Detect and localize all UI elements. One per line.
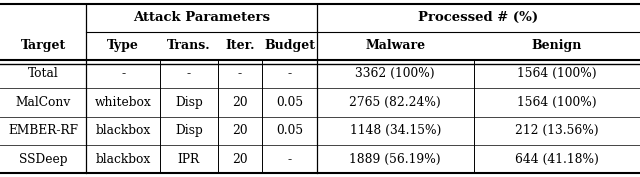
Text: 0.05: 0.05 bbox=[276, 124, 303, 137]
Text: whitebox: whitebox bbox=[95, 96, 152, 109]
Text: SSDeep: SSDeep bbox=[19, 153, 67, 166]
Text: 644 (41.18%): 644 (41.18%) bbox=[515, 153, 599, 166]
Text: 20: 20 bbox=[232, 124, 248, 137]
Text: Attack Parameters: Attack Parameters bbox=[133, 11, 270, 24]
Text: -: - bbox=[121, 67, 125, 80]
Text: EMBER-RF: EMBER-RF bbox=[8, 124, 78, 137]
Text: MalConv: MalConv bbox=[15, 96, 71, 109]
Text: 2765 (82.24%): 2765 (82.24%) bbox=[349, 96, 441, 109]
Text: 1564 (100%): 1564 (100%) bbox=[517, 67, 596, 80]
Text: Trans.: Trans. bbox=[167, 39, 211, 52]
Text: Processed # (%): Processed # (%) bbox=[419, 11, 538, 24]
Text: 0.05: 0.05 bbox=[276, 96, 303, 109]
Text: Disp: Disp bbox=[175, 124, 203, 137]
Text: 1889 (56.19%): 1889 (56.19%) bbox=[349, 153, 441, 166]
Text: blackbox: blackbox bbox=[95, 153, 151, 166]
Text: 20: 20 bbox=[232, 96, 248, 109]
Text: 3362 (100%): 3362 (100%) bbox=[355, 67, 435, 80]
Text: 212 (13.56%): 212 (13.56%) bbox=[515, 124, 598, 137]
Text: -: - bbox=[287, 67, 292, 80]
Text: 1148 (34.15%): 1148 (34.15%) bbox=[349, 124, 441, 137]
Text: Budget: Budget bbox=[264, 39, 315, 52]
Text: Disp: Disp bbox=[175, 96, 203, 109]
Text: Iter.: Iter. bbox=[225, 39, 255, 52]
Text: IPR: IPR bbox=[178, 153, 200, 166]
Text: -: - bbox=[187, 67, 191, 80]
Text: -: - bbox=[287, 153, 292, 166]
Text: 1564 (100%): 1564 (100%) bbox=[517, 96, 596, 109]
Text: Malware: Malware bbox=[365, 39, 425, 52]
Text: Target: Target bbox=[20, 39, 66, 52]
Text: 20: 20 bbox=[232, 153, 248, 166]
Text: blackbox: blackbox bbox=[95, 124, 151, 137]
Text: Total: Total bbox=[28, 67, 59, 80]
Text: Benign: Benign bbox=[532, 39, 582, 52]
Text: -: - bbox=[238, 67, 242, 80]
Text: Type: Type bbox=[108, 39, 139, 52]
